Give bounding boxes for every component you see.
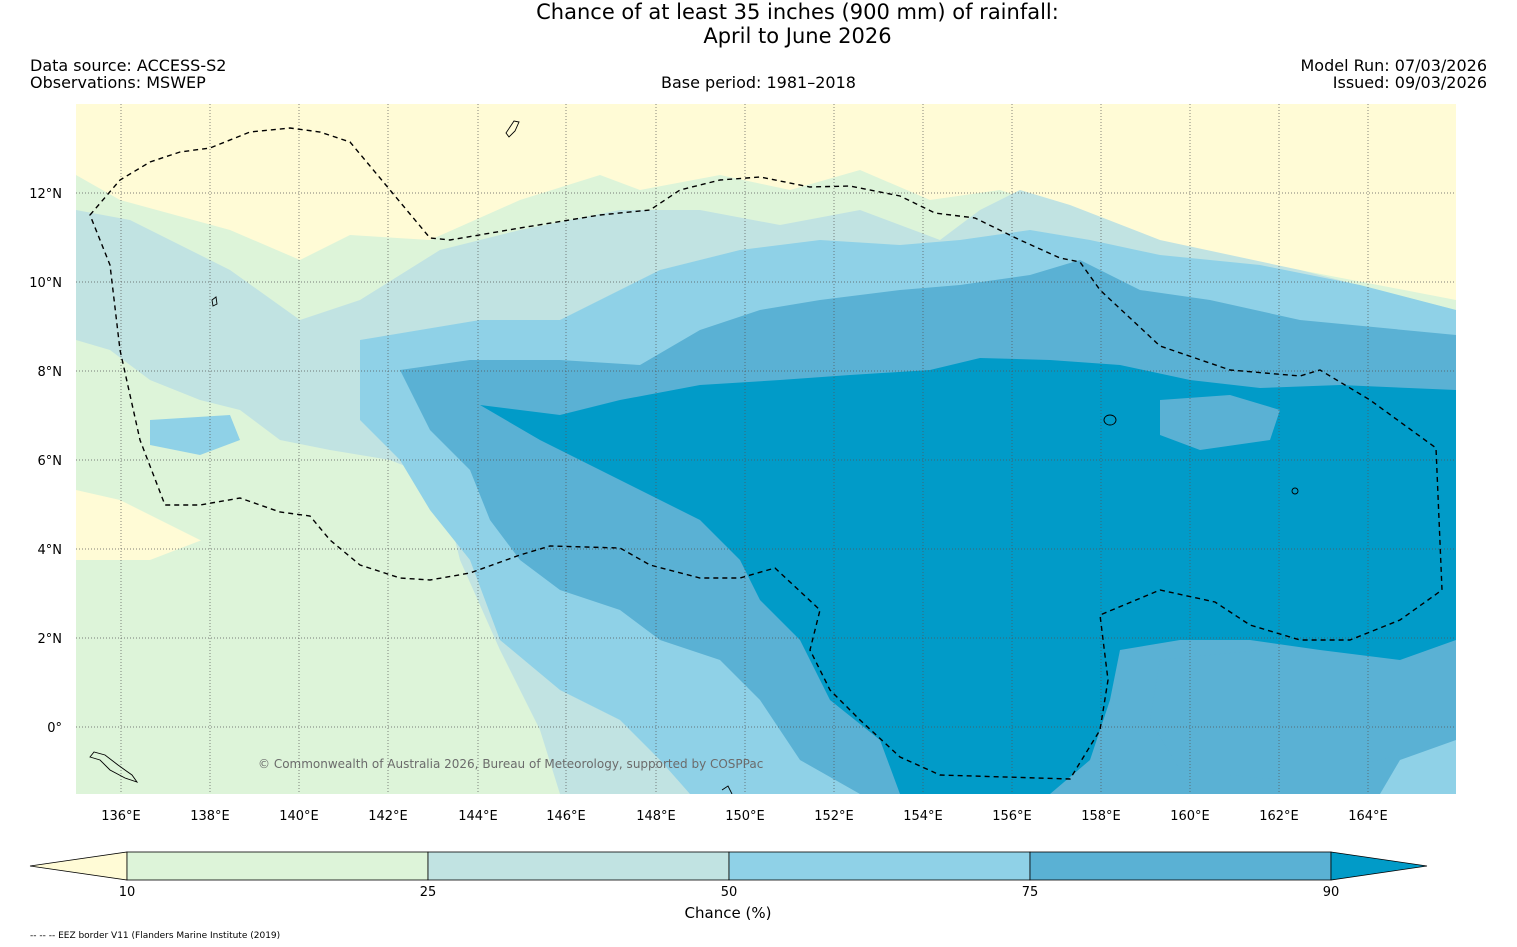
manus-outline (721, 785, 733, 794)
eez-footnote: -- -- -- EEZ border V11 (Flanders Marine… (30, 931, 280, 941)
colorbar-segment-below-10 (29, 851, 128, 881)
colorbar (29, 851, 1428, 881)
lon-tick-150e: 150°E (725, 809, 765, 824)
new-guinea-outline (89, 751, 139, 783)
colorbar-segment-50-75 (728, 851, 1031, 881)
lat-tick-8n: 8°N (38, 365, 63, 380)
lon-tick-142e: 142°E (368, 809, 408, 824)
lon-tick-146e: 146°E (546, 809, 586, 824)
lon-tick-158e: 158°E (1081, 809, 1121, 824)
map-title-line2: April to June 2026 (703, 24, 892, 48)
lat-tick-12n: 12°N (29, 187, 62, 202)
patch-50-75-east (1380, 740, 1456, 794)
colorbar-label-10: 10 (119, 885, 136, 900)
copyright-notice: © Commonwealth of Australia 2026, Bureau… (258, 757, 763, 771)
lon-tick-140e: 140°E (279, 809, 319, 824)
map-panel: © Commonwealth of Australia 2026, Bureau… (76, 104, 1456, 794)
colorbar-label-75: 75 (1022, 885, 1039, 900)
lat-tick-4n: 4°N (38, 543, 63, 558)
latitude-ticks: 12°N 10°N 8°N 6°N 4°N 2°N 0° (29, 187, 62, 736)
colorbar-segment-above-90 (1330, 851, 1428, 881)
colorbar-segment-75-90 (1029, 851, 1332, 881)
lon-tick-164e: 164°E (1348, 809, 1388, 824)
lon-tick-162e: 162°E (1259, 809, 1299, 824)
guam-outline (505, 120, 520, 138)
lon-tick-148e: 148°E (636, 809, 676, 824)
issued-label: Issued: 09/03/2026 (1332, 73, 1487, 92)
lon-tick-154e: 154°E (903, 809, 943, 824)
lat-tick-2n: 2°N (38, 632, 63, 647)
lon-tick-156e: 156°E (992, 809, 1032, 824)
lon-tick-136e: 136°E (101, 809, 141, 824)
lat-tick-6n: 6°N (38, 454, 63, 469)
colorbar-segment-25-50 (427, 851, 730, 881)
colorbar-label-90: 90 (1323, 885, 1340, 900)
yap-outline (211, 296, 218, 307)
observations-label: Observations: MSWEP (30, 73, 206, 92)
pohnpei-outline (1291, 487, 1299, 495)
colorbar-segment-10-25 (126, 851, 429, 881)
data-source-label: Data source: ACCESS-S2 (30, 56, 227, 75)
lat-tick-0: 0° (47, 721, 62, 736)
base-period-label: Base period: 1981–2018 (661, 73, 856, 92)
lat-tick-10n: 10°N (29, 276, 62, 291)
lon-tick-138e: 138°E (190, 809, 230, 824)
inner-patch-above-90 (1160, 395, 1280, 450)
chuuk-outline (1103, 414, 1117, 426)
lon-tick-152e: 152°E (814, 809, 854, 824)
lon-tick-144e: 144°E (458, 809, 498, 824)
region-above-90 (480, 358, 1456, 794)
colorbar-labels: 10 25 50 75 90 (119, 885, 1340, 900)
colorbar-label-50: 50 (721, 885, 738, 900)
eez-border (89, 127, 1443, 780)
lon-tick-160e: 160°E (1170, 809, 1210, 824)
longitude-ticks: 136°E 138°E 140°E 142°E 144°E 146°E 148°… (101, 809, 1388, 824)
land-outlines (89, 120, 1299, 794)
patch-50-75-west (150, 415, 240, 455)
south-patch-75-90 (1150, 650, 1456, 780)
colorbar-label-25: 25 (420, 885, 437, 900)
colorbar-title: Chance (%) (685, 904, 772, 922)
map-title-line1: Chance of at least 35 inches (900 mm) of… (536, 0, 1059, 24)
model-run-label: Model Run: 07/03/2026 (1300, 56, 1488, 75)
gridlines (76, 104, 1456, 794)
